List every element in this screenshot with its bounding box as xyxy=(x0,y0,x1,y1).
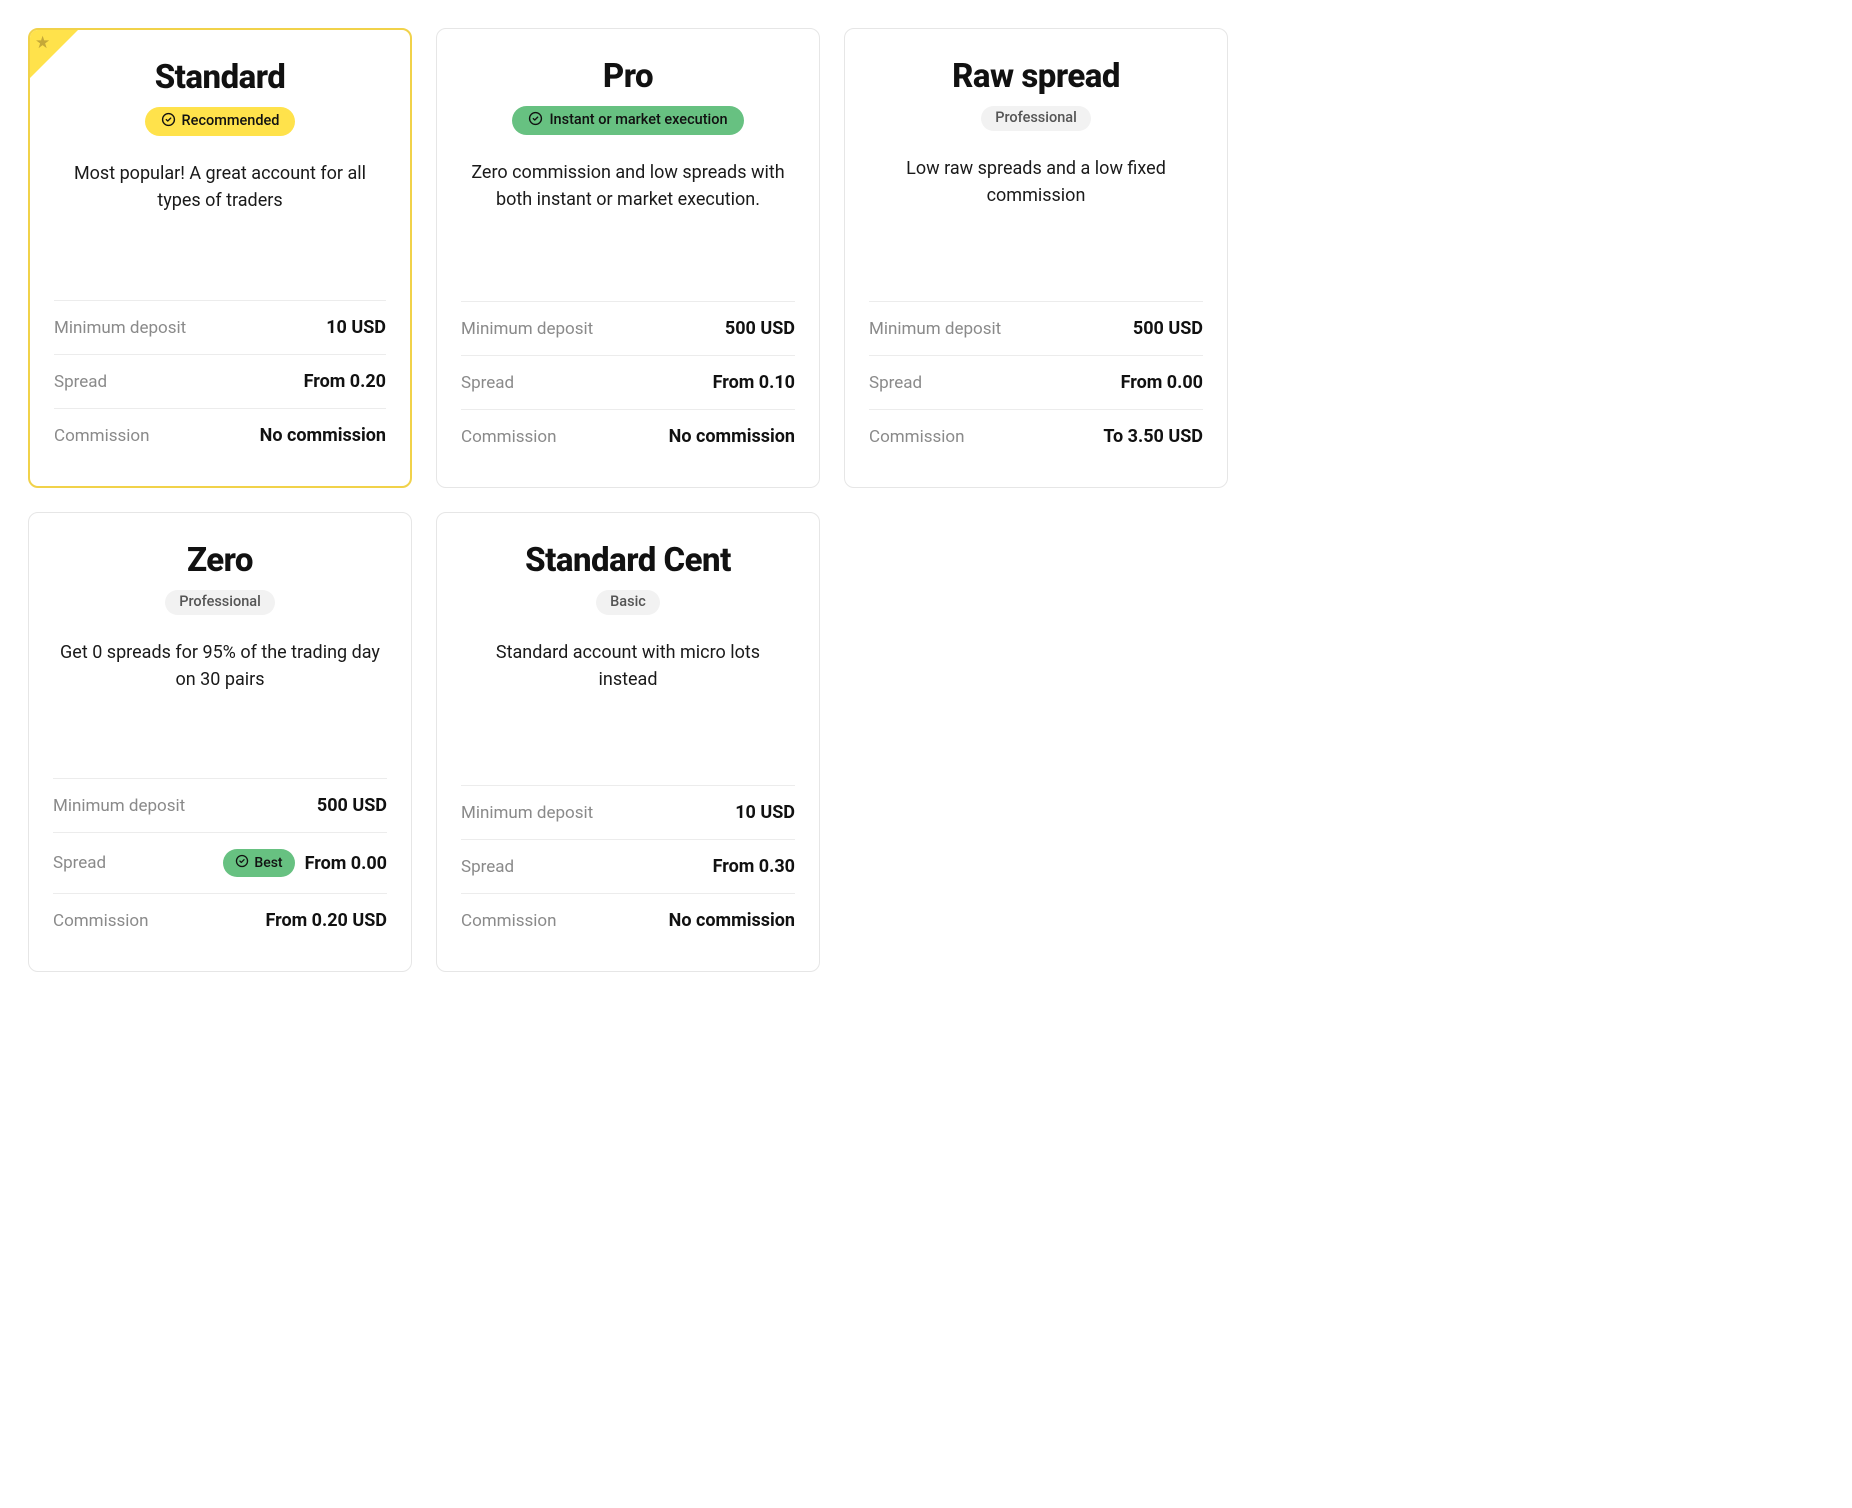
card-badge-text: Professional xyxy=(179,595,261,610)
spec-row-min-deposit: Minimum deposit 10 USD xyxy=(461,786,795,840)
spec-row-min-deposit: Minimum deposit 500 USD xyxy=(461,302,795,356)
card-description: Zero commission and low spreads with bot… xyxy=(467,159,789,215)
card-badge-raw-spread: Professional xyxy=(981,106,1091,131)
spec-label: Spread xyxy=(869,373,922,393)
card-badge-text: Recommended xyxy=(182,114,280,129)
spec-label: Commission xyxy=(53,911,148,931)
spec-row-min-deposit: Minimum deposit 500 USD xyxy=(53,779,387,833)
card-badge-text: Professional xyxy=(995,111,1077,126)
card-title: Standard xyxy=(54,58,386,97)
spec-value-min-deposit: 500 USD xyxy=(317,795,387,816)
spec-label: Minimum deposit xyxy=(461,319,593,339)
spec-value-min-deposit: 500 USD xyxy=(725,318,795,339)
card-header: Standard Recommended xyxy=(54,58,386,136)
spec-value-spread: From 0.00 xyxy=(305,853,387,874)
card-description: Get 0 spreads for 95% of the trading day… xyxy=(59,639,381,695)
card-badge-standard: Recommended xyxy=(145,107,296,136)
card-header: Zero Professional xyxy=(53,541,387,615)
spec-list: Minimum deposit 500 USD Spread From 0.00… xyxy=(869,301,1203,463)
card-title: Standard Cent xyxy=(461,541,795,580)
spec-value-spread: From 0.30 xyxy=(713,856,795,877)
check-circle-icon xyxy=(161,112,176,131)
spec-label: Spread xyxy=(461,373,514,393)
card-badge-standard-cent: Basic xyxy=(596,590,660,615)
card-badge-text: Basic xyxy=(610,595,646,610)
spec-value-min-deposit: 10 USD xyxy=(326,317,386,338)
account-card-pro[interactable]: Pro Instant or market execution Zero com… xyxy=(436,28,820,488)
spec-value-commission: No commission xyxy=(669,910,795,931)
card-header: Pro Instant or market execution xyxy=(461,57,795,135)
spec-label: Spread xyxy=(54,372,107,392)
card-description: Standard account with micro lots instead xyxy=(467,639,789,695)
spec-label: Commission xyxy=(461,427,556,447)
spec-label: Commission xyxy=(461,911,556,931)
spec-row-commission: Commission To 3.50 USD xyxy=(869,410,1203,463)
account-card-standard-cent[interactable]: Standard Cent Basic Standard account wit… xyxy=(436,512,820,972)
spec-label: Commission xyxy=(869,427,964,447)
account-card-raw-spread[interactable]: Raw spread Professional Low raw spreads … xyxy=(844,28,1228,488)
check-circle-icon xyxy=(235,854,249,872)
card-badge-zero: Professional xyxy=(165,590,275,615)
spec-list: Minimum deposit 500 USD Spread Best From… xyxy=(53,778,387,947)
card-description: Low raw spreads and a low fixed commissi… xyxy=(875,155,1197,211)
spec-list: Minimum deposit 10 USD Spread From 0.20 … xyxy=(54,300,386,462)
spec-value-min-deposit: 500 USD xyxy=(1133,318,1203,339)
spread-best-tag-text: Best xyxy=(254,855,282,871)
spec-row-min-deposit: Minimum deposit 10 USD xyxy=(54,301,386,355)
spec-label: Spread xyxy=(53,853,106,873)
card-title: Zero xyxy=(53,541,387,580)
spec-value-spread: From 0.10 xyxy=(713,372,795,393)
spec-value-commission: To 3.50 USD xyxy=(1103,426,1203,447)
spec-label: Commission xyxy=(54,426,149,446)
account-type-grid: ★ Standard Recommended Most popular! A g… xyxy=(28,28,1228,972)
spec-row-commission: Commission No commission xyxy=(461,410,795,463)
spec-row-spread: Spread From 0.20 xyxy=(54,355,386,409)
spec-label: Minimum deposit xyxy=(53,796,185,816)
spec-label: Minimum deposit xyxy=(869,319,1001,339)
card-badge-text: Instant or market execution xyxy=(549,113,727,128)
spec-row-spread: Spread From 0.00 xyxy=(869,356,1203,410)
spec-row-spread: Spread Best From 0.00 xyxy=(53,833,387,894)
spec-row-spread: Spread From 0.30 xyxy=(461,840,795,894)
spec-list: Minimum deposit 500 USD Spread From 0.10… xyxy=(461,301,795,463)
spread-best-tag: Best xyxy=(223,849,294,877)
card-header: Standard Cent Basic xyxy=(461,541,795,615)
spec-value-spread: From 0.00 xyxy=(1121,372,1203,393)
spec-value-commission: No commission xyxy=(260,425,386,446)
spec-row-spread: Spread From 0.10 xyxy=(461,356,795,410)
spec-label: Minimum deposit xyxy=(54,318,186,338)
account-card-standard[interactable]: ★ Standard Recommended Most popular! A g… xyxy=(28,28,412,488)
card-description: Most popular! A great account for all ty… xyxy=(60,160,380,216)
spec-label: Spread xyxy=(461,857,514,877)
spec-value-min-deposit: 10 USD xyxy=(735,802,795,823)
check-circle-icon xyxy=(528,111,543,130)
account-card-zero[interactable]: Zero Professional Get 0 spreads for 95% … xyxy=(28,512,412,972)
spec-row-commission: Commission From 0.20 USD xyxy=(53,894,387,947)
spec-row-commission: Commission No commission xyxy=(461,894,795,947)
spec-row-min-deposit: Minimum deposit 500 USD xyxy=(869,302,1203,356)
spec-label: Minimum deposit xyxy=(461,803,593,823)
spec-value-commission: No commission xyxy=(669,426,795,447)
spec-row-commission: Commission No commission xyxy=(54,409,386,462)
card-badge-pro: Instant or market execution xyxy=(512,106,743,135)
star-icon: ★ xyxy=(35,35,50,52)
spec-value-commission: From 0.20 USD xyxy=(265,910,387,931)
card-title: Pro xyxy=(461,57,795,96)
card-title: Raw spread xyxy=(869,57,1203,96)
spec-value-spread: From 0.20 xyxy=(304,371,386,392)
spec-list: Minimum deposit 10 USD Spread From 0.30 … xyxy=(461,785,795,947)
card-header: Raw spread Professional xyxy=(869,57,1203,131)
